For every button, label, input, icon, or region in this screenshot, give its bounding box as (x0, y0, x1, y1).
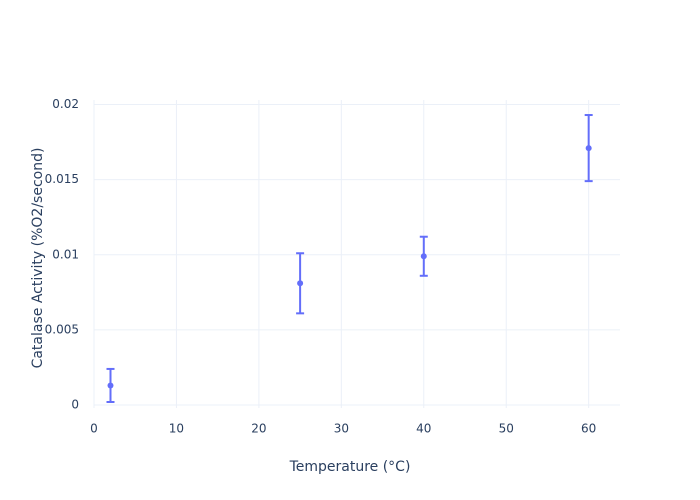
x-tick-label: 20 (251, 422, 266, 436)
point (297, 280, 304, 287)
y-tick-label: 0.015 (45, 172, 79, 186)
x-tick-label: 60 (581, 422, 596, 436)
y-tick-label: 0 (71, 397, 79, 411)
point (585, 145, 592, 152)
x-tick-label: 50 (499, 422, 514, 436)
y-tick-label: 0.01 (52, 247, 79, 261)
y-tick-label: 0.005 (45, 322, 79, 336)
x-tick-label: 40 (416, 422, 431, 436)
point (107, 382, 114, 389)
y-axis-title: Catalase Activity (%O2/second) (30, 148, 46, 369)
x-tick-label: 10 (169, 422, 184, 436)
x-axis-title: Temperature (°C) (289, 459, 411, 475)
y-tick-label: 0.02 (52, 97, 79, 111)
x-tick-label: 0 (90, 422, 98, 436)
point (420, 253, 427, 260)
x-tick-label: 30 (334, 422, 349, 436)
